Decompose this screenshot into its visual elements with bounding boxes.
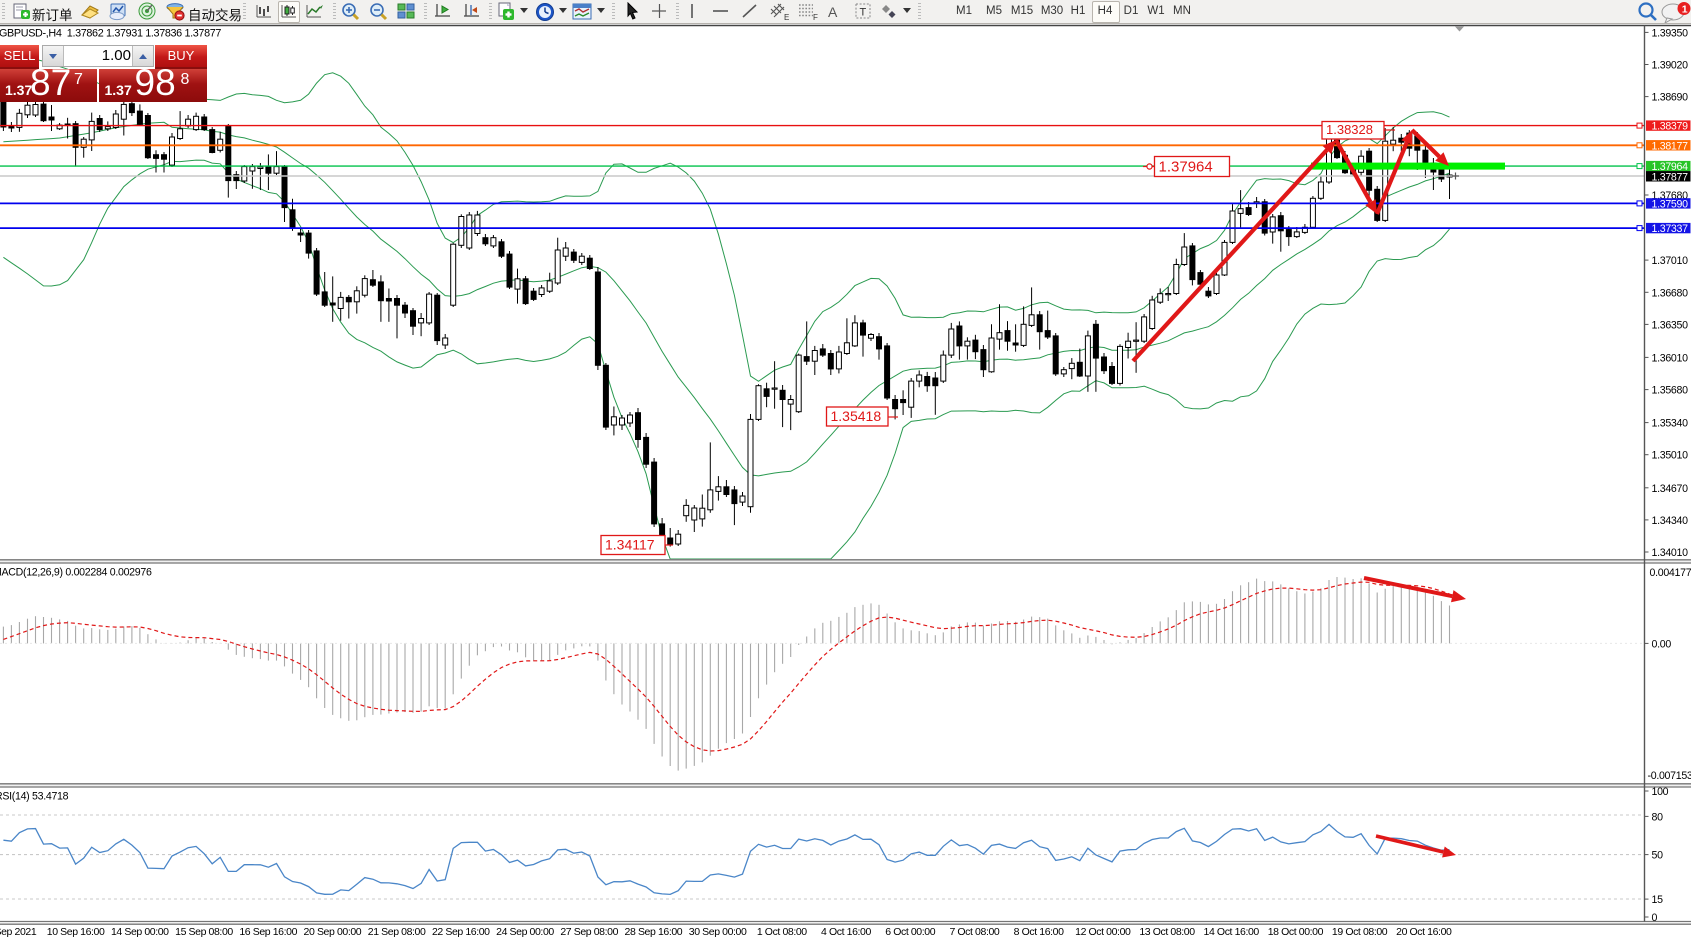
svg-text:1.36010: 1.36010 [1652,352,1689,364]
svg-text:F: F [813,13,818,22]
svg-text:1.36350: 1.36350 [1652,319,1689,331]
svg-text:1.39350: 1.39350 [1652,27,1689,39]
svg-text:1.34117: 1.34117 [605,537,655,553]
svg-text:MACD(12,26,9) 0.002284 0.00297: MACD(12,26,9) 0.002284 0.002976 [0,567,152,579]
svg-text:100: 100 [1652,786,1669,798]
svg-text:50: 50 [1652,850,1664,862]
svg-text:10 Sep 16:00: 10 Sep 16:00 [47,926,105,938]
svg-text:18 Oct 00:00: 18 Oct 00:00 [1268,926,1324,938]
svg-text:1.38177: 1.38177 [1652,140,1689,152]
svg-text:0.00: 0.00 [1652,638,1672,650]
svg-text:RSI(14) 53.4718: RSI(14) 53.4718 [0,791,69,803]
svg-text:19 Oct 08:00: 19 Oct 08:00 [1332,926,1388,938]
svg-text:1.37964: 1.37964 [1159,159,1213,176]
svg-text:4 Oct 16:00: 4 Oct 16:00 [821,926,871,938]
svg-text:1.37010: 1.37010 [1652,255,1689,267]
svg-text:-0.007153: -0.007153 [1648,770,1691,782]
svg-text:1.39020: 1.39020 [1652,60,1689,72]
svg-text:6 Oct 00:00: 6 Oct 00:00 [885,926,935,938]
svg-text:80: 80 [1652,811,1664,823]
svg-text:22 Sep 16:00: 22 Sep 16:00 [432,926,490,938]
svg-text:8 Oct 16:00: 8 Oct 16:00 [1014,926,1064,938]
svg-text:1.37877: 1.37877 [1652,171,1689,183]
svg-text:1.38379: 1.38379 [1652,121,1689,133]
svg-text:14 Oct 16:00: 14 Oct 16:00 [1204,926,1260,938]
svg-text:20 Oct 16:00: 20 Oct 16:00 [1396,926,1452,938]
svg-text:1: 1 [1682,4,1688,16]
svg-text:0.004177: 0.004177 [1650,567,1691,579]
svg-text:21 Sep 08:00: 21 Sep 08:00 [368,926,426,938]
svg-text:28 Sep 16:00: 28 Sep 16:00 [625,926,683,938]
svg-text:1.38690: 1.38690 [1652,92,1689,104]
svg-text:1.37337: 1.37337 [1652,223,1689,235]
svg-text:15: 15 [1652,894,1664,906]
svg-text:20 Sep 00:00: 20 Sep 00:00 [304,926,362,938]
svg-text:27 Sep 08:00: 27 Sep 08:00 [560,926,618,938]
svg-text:1.37590: 1.37590 [1652,198,1689,210]
svg-text:1.34340: 1.34340 [1652,515,1689,527]
svg-text:1.35680: 1.35680 [1652,385,1689,397]
svg-text:30 Sep 00:00: 30 Sep 00:00 [689,926,747,938]
svg-text:1.38328: 1.38328 [1326,122,1373,137]
svg-text:13 Oct 08:00: 13 Oct 08:00 [1139,926,1195,938]
svg-text:T: T [860,7,867,19]
svg-text:1 Oct 08:00: 1 Oct 08:00 [757,926,807,938]
svg-text:1.36680: 1.36680 [1652,287,1689,299]
svg-text:24 Sep 00:00: 24 Sep 00:00 [496,926,554,938]
svg-text:0: 0 [1652,912,1658,924]
svg-text:9 Sep 2021: 9 Sep 2021 [0,926,37,938]
svg-text:1.35010: 1.35010 [1652,450,1689,462]
svg-text:7 Oct 08:00: 7 Oct 08:00 [949,926,999,938]
svg-text:1.37964: 1.37964 [1652,161,1689,173]
svg-text:16 Sep 16:00: 16 Sep 16:00 [239,926,297,938]
svg-text:1.34670: 1.34670 [1652,483,1689,495]
svg-text:E: E [784,13,789,22]
svg-text:14 Sep 00:00: 14 Sep 00:00 [111,926,169,938]
svg-text:1.35340: 1.35340 [1652,418,1689,430]
svg-text:1.34010: 1.34010 [1652,547,1689,559]
svg-text:12 Oct 00:00: 12 Oct 00:00 [1075,926,1131,938]
svg-text:GBPUSD-,H4 1.37862 1.37931 1.: GBPUSD-,H4 1.37862 1.37931 1.37836 1.378… [0,28,221,40]
svg-text:15 Sep 08:00: 15 Sep 08:00 [175,926,233,938]
svg-text:1.35418: 1.35418 [831,408,882,424]
